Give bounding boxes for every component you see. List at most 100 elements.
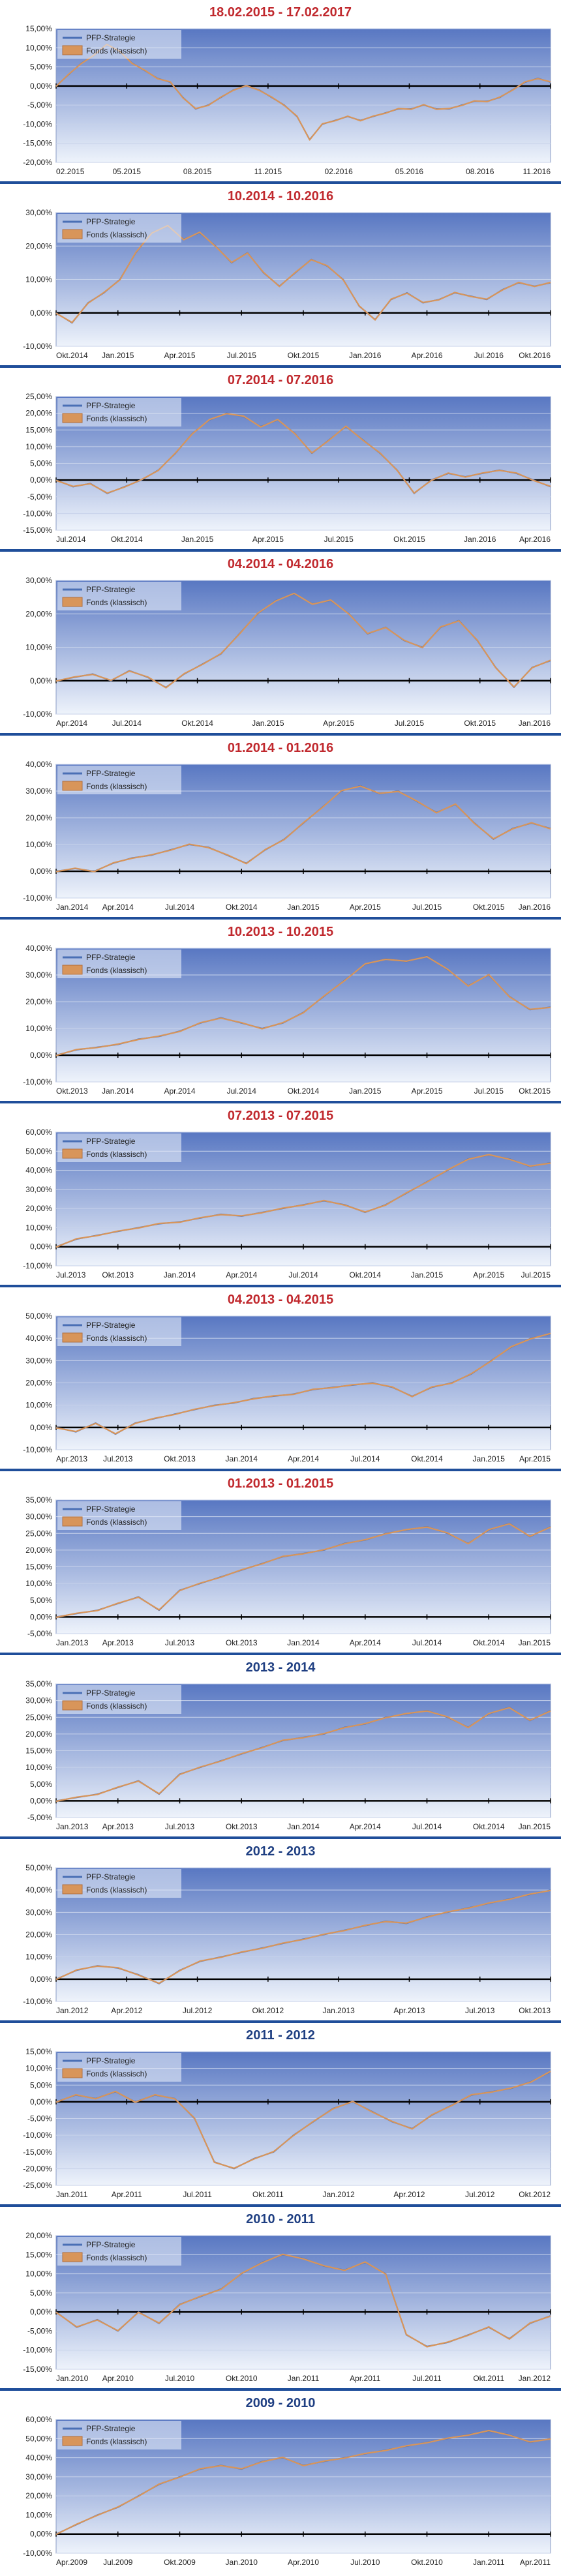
x-tick-label: Jan.2013 (322, 2006, 355, 2015)
x-tick-label: Jan.2015 (181, 535, 214, 544)
y-tick-label: 30,00% (25, 786, 52, 796)
y-tick-label: 5,00% (30, 1780, 52, 1789)
y-tick-label: 5,00% (30, 459, 52, 468)
x-tick-label: Apr.2013 (393, 2006, 425, 2015)
legend-swatch-fonds-klassisch (62, 2436, 83, 2446)
chart-title: 10.2014 - 10.2016 (227, 189, 334, 203)
y-tick-label: 10,00% (25, 43, 52, 52)
y-tick-label: 10,00% (25, 1579, 52, 1588)
series-line-fonds-klassisch (55, 43, 551, 141)
panel-separator (0, 2388, 561, 2391)
y-tick-label: 0,00% (30, 1242, 52, 1251)
legend-label-fonds-klassisch: Fonds (klassisch) (86, 1701, 147, 1711)
chart-title: 2010 - 2011 (246, 2212, 315, 2226)
y-tick-label: 40,00% (25, 760, 52, 769)
y-tick-label: 25,00% (25, 392, 52, 401)
legend-label-pfp-strategie: PFP-Strategie (86, 769, 136, 778)
x-tick-label: Jul.2016 (474, 351, 504, 360)
legend-swatch-fonds-klassisch (62, 1516, 83, 1527)
x-tick-label: Apr.2011 (350, 2374, 380, 2383)
legend-label-fonds-klassisch: Fonds (klassisch) (86, 1885, 147, 1895)
y-tick-label: 20,00% (25, 1379, 52, 1388)
series-line-fonds-klassisch (55, 2071, 551, 2169)
x-tick-label: Apr.2014 (102, 903, 134, 912)
panel-separator (0, 1469, 561, 1471)
y-tick-label: 10,00% (25, 1763, 52, 1772)
chart-panel: 01.2013 - 01.2015 35,00% 30,00% 25,00% 20,00… (0, 1471, 561, 1655)
line-chart: 20,00% 15,00% 10,00% 5,00% 0,00% -5,00% -10,00… (23, 2231, 551, 2383)
line-chart: 40,00% 30,00% 20,00% 10,00% 0,00% -10,00% Jan.… (23, 760, 551, 912)
y-tick-label: -5,00% (27, 2114, 52, 2123)
x-tick-label: Jul.2010 (165, 2374, 195, 2383)
legend-label-pfp-strategie: PFP-Strategie (86, 33, 136, 42)
y-tick-label: -10,00% (23, 1077, 52, 1086)
line-chart: 30,00% 20,00% 10,00% 0,00% -10,00% Apr.2014 Ju… (23, 576, 551, 728)
legend-label-fonds-klassisch: Fonds (klassisch) (86, 46, 147, 55)
y-tick-label: 20,00% (25, 409, 52, 418)
x-tick-label: Okt.2014 (473, 1822, 505, 1831)
x-tick-label: Okt.2014 (349, 1270, 381, 1280)
x-tick-label: Jul.2015 (474, 1086, 504, 1096)
line-chart: 50,00% 40,00% 30,00% 20,00% 10,00% 0,00% -10,0… (23, 1311, 551, 1463)
x-tick-label: Jan.2015 (519, 1638, 551, 1647)
y-tick-label: 20,00% (25, 2491, 52, 2500)
legend-swatch-fonds-klassisch (62, 1148, 83, 1159)
chart-panel: 10.2013 - 10.2015 40,00% 30,00% 20,00% 10,00… (0, 920, 561, 1103)
chart-title: 18.02.2015 - 17.02.2017 (209, 5, 352, 20)
y-tick-label: 40,00% (25, 1885, 52, 1895)
series-line-fonds-klassisch (55, 592, 551, 689)
x-tick-label: Jul.2011 (412, 2374, 442, 2383)
y-tick-label: 25,00% (25, 1529, 52, 1538)
y-tick-label: 15,00% (25, 425, 52, 434)
y-tick-label: -5,00% (27, 100, 52, 110)
legend-label-pfp-strategie: PFP-Strategie (86, 953, 136, 962)
series-line-fonds-klassisch (55, 1332, 551, 1435)
x-tick-label: Okt.2013 (226, 1638, 258, 1647)
x-tick-label: Jan.2014 (102, 1086, 134, 1096)
x-tick-label: Okt.2015 (519, 1086, 551, 1096)
y-tick-label: 20,00% (25, 813, 52, 822)
panel-separator (0, 1285, 561, 1287)
x-tick-label: Jan.2016 (464, 535, 496, 544)
y-tick-label: 10,00% (25, 2064, 52, 2073)
y-tick-label: 10,00% (25, 1401, 52, 1410)
x-tick-label: Okt.2011 (473, 2374, 504, 2383)
x-tick-label: Jan.2014 (164, 1270, 196, 1280)
legend: PFP-Strategie Fonds (klassisch) (57, 950, 181, 978)
y-tick-label: 0,00% (30, 867, 52, 876)
legend-swatch-fonds-klassisch (62, 229, 83, 239)
legend-label-fonds-klassisch: Fonds (klassisch) (86, 2253, 147, 2262)
legend: PFP-Strategie Fonds (klassisch) (57, 1501, 181, 1530)
legend-label-pfp-strategie: PFP-Strategie (86, 217, 136, 226)
x-tick-label: Apr.2013 (102, 1638, 134, 1647)
panel-separator (0, 365, 561, 368)
y-tick-label: 30,00% (25, 1356, 52, 1365)
legend-label-fonds-klassisch: Fonds (klassisch) (86, 1334, 147, 1343)
legend-swatch-fonds-klassisch (62, 965, 83, 975)
x-tick-label: 11.2016 (523, 167, 551, 176)
x-tick-label: Apr.2016 (519, 535, 551, 544)
legend-label-fonds-klassisch: Fonds (klassisch) (86, 414, 147, 423)
x-tick-label: 08.2016 (466, 167, 494, 176)
x-tick-label: Jul.2014 (165, 903, 195, 912)
y-tick-label: 10,00% (25, 1953, 52, 1962)
chart-title: 01.2014 - 01.2016 (227, 741, 334, 755)
y-tick-label: 15,00% (25, 24, 52, 33)
chart-title: 04.2014 - 04.2016 (227, 557, 334, 571)
x-tick-label: 08.2015 (183, 167, 212, 176)
chart-title: 2012 - 2013 (245, 1844, 316, 1859)
legend-swatch-fonds-klassisch (62, 1332, 83, 1343)
y-tick-label: 50,00% (25, 1146, 52, 1156)
series-line-fonds-klassisch (55, 785, 551, 873)
x-tick-label: Jul.2015 (227, 351, 257, 360)
legend-swatch-fonds-klassisch (62, 2068, 83, 2078)
x-tick-label: Jul.2010 (350, 2558, 380, 2567)
panel-separator (0, 549, 561, 552)
x-tick-label: Jan.2015 (519, 1822, 551, 1831)
x-tick-label: Okt.2014 (411, 1454, 443, 1463)
legend: PFP-Strategie Fonds (klassisch) (57, 582, 181, 610)
legend-label-fonds-klassisch: Fonds (klassisch) (86, 1150, 147, 1159)
x-tick-label: Jan.2011 (473, 2558, 505, 2567)
panel-separator (0, 2204, 561, 2207)
